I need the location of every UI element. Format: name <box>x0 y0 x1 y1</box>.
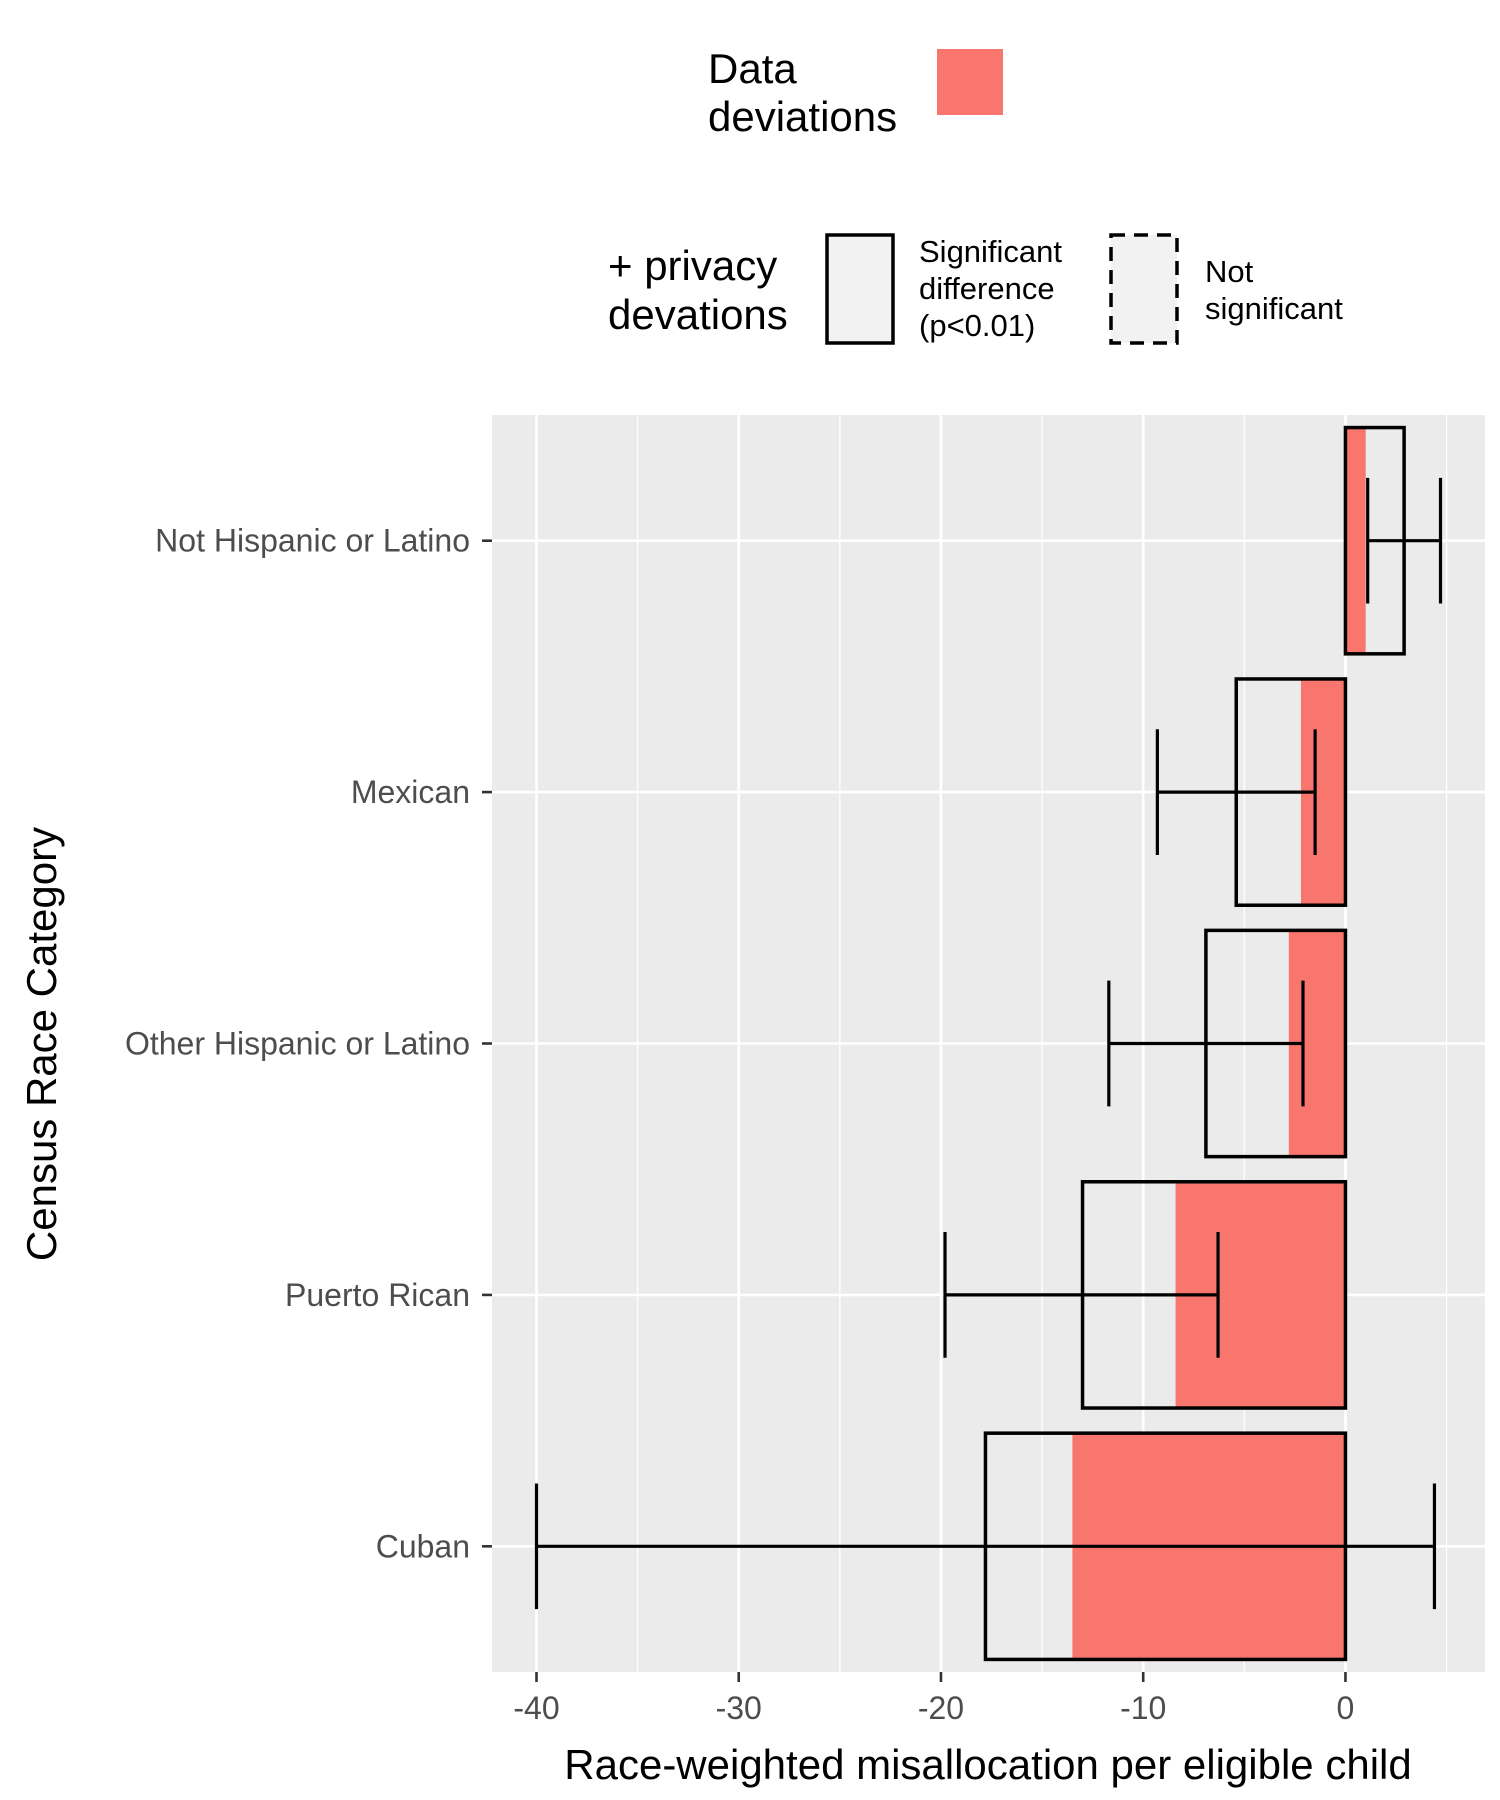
legend-privacy-title: + privacy devations <box>608 242 789 338</box>
legend-significant-swatch <box>825 233 895 345</box>
legend-not-significant-swatch <box>1109 233 1179 345</box>
x-tick-label: -40 <box>513 1690 559 1726</box>
legend-significant-label: Significant difference (p<0.01) <box>919 234 1071 343</box>
x-tick-label: 0 <box>1337 1690 1355 1726</box>
y-tick-label: Puerto Rican <box>285 1277 470 1313</box>
y-tick-label: Mexican <box>351 774 470 810</box>
x-tick-label: -20 <box>918 1690 964 1726</box>
legend-not-significant-label: Not significant <box>1205 254 1343 326</box>
legend: Data deviations + privacy devations Sign… <box>608 45 1343 345</box>
data-deviation-bar <box>1345 427 1366 654</box>
legend-data-title: Data deviations <box>708 45 897 140</box>
y-axis: Not Hispanic or Latino Mexican Other Hispa… <box>125 523 492 1564</box>
y-tick-label: Other Hispanic or Latino <box>125 1026 470 1062</box>
x-axis: -40 -30 -20 -10 0 <box>513 1672 1354 1726</box>
x-tick-label: -30 <box>716 1690 762 1726</box>
x-tick-label: -10 <box>1120 1690 1166 1726</box>
y-tick-label: Not Hispanic or Latino <box>155 523 470 559</box>
legend-data-swatch <box>935 47 1005 117</box>
x-axis-title: Race-weighted misallocation per eligible… <box>564 1741 1411 1788</box>
y-axis-title: Census Race Category <box>18 827 65 1261</box>
error-bars <box>534 477 1443 1610</box>
y-tick-label: Cuban <box>376 1528 470 1564</box>
